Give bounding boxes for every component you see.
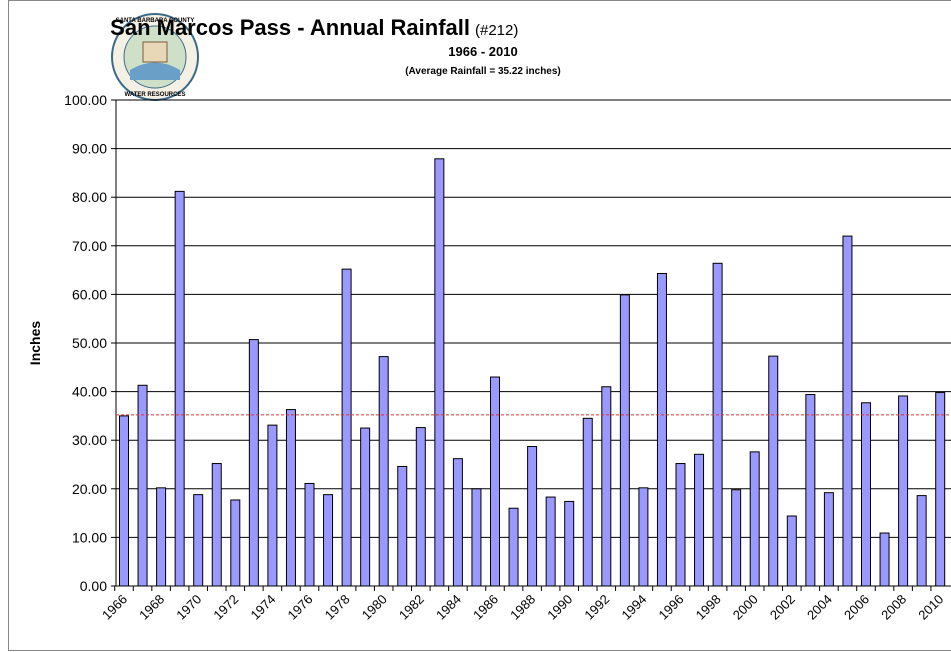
bar — [879, 532, 890, 587]
bar — [619, 294, 630, 587]
y-axis-label: Inches — [27, 321, 43, 366]
bar — [156, 487, 167, 587]
y-tick-label: 10.00 — [72, 529, 107, 545]
bar — [786, 515, 797, 587]
bar — [378, 356, 389, 587]
y-tick-label: 100.00 — [64, 92, 107, 108]
bar — [248, 339, 259, 587]
bar — [323, 494, 334, 587]
bar — [823, 492, 834, 587]
bar — [341, 268, 352, 587]
y-tick-label: 20.00 — [72, 481, 107, 497]
bar — [452, 458, 463, 587]
bar — [898, 395, 909, 587]
bar — [712, 262, 723, 587]
bar — [230, 499, 241, 587]
note: (Average Rainfall = 35.22 inches) — [405, 66, 561, 77]
bar — [360, 427, 371, 587]
bar — [174, 190, 185, 587]
bar — [267, 424, 278, 587]
bar — [119, 415, 129, 587]
bar — [193, 494, 204, 587]
y-tick-label: 90.00 — [72, 141, 107, 157]
bar — [935, 392, 946, 587]
chart-title: San Marcos Pass - Annual Rainfall — [110, 15, 470, 40]
bar — [842, 235, 853, 587]
bar — [916, 495, 927, 587]
bar — [749, 451, 760, 587]
bar — [768, 355, 779, 587]
bar — [434, 158, 445, 587]
bar — [656, 273, 667, 587]
logo-text-top: SANTA BARBARA COUNTY — [116, 18, 195, 24]
y-tick-label: 60.00 — [72, 286, 107, 302]
bar — [304, 482, 315, 587]
bar — [638, 487, 649, 587]
bar — [211, 463, 222, 587]
logo: SANTA BARBARA COUNTY WATER RESOURCES — [111, 13, 199, 101]
y-tick-label: 30.00 — [72, 432, 107, 448]
y-tick-label: 80.00 — [72, 189, 107, 205]
bar — [582, 417, 593, 587]
bar — [397, 465, 408, 587]
y-tick-label: 70.00 — [72, 238, 107, 254]
bar — [731, 489, 742, 587]
bar — [694, 453, 705, 587]
y-tick-label: 0.00 — [80, 578, 107, 594]
logo-text-bottom: WATER RESOURCES — [125, 92, 186, 98]
bar — [285, 409, 296, 587]
y-tick-label: 50.00 — [72, 335, 107, 351]
bar — [545, 496, 556, 587]
bar — [601, 386, 612, 587]
subtitle: 1966 - 2010 — [448, 44, 517, 59]
bar — [564, 500, 575, 587]
y-tick-label: 40.00 — [72, 384, 107, 400]
bar — [861, 402, 871, 587]
bar — [675, 463, 686, 587]
bar — [527, 446, 538, 587]
bar — [805, 394, 816, 587]
bar — [471, 488, 482, 587]
bar — [490, 376, 500, 587]
bar — [137, 384, 148, 587]
bar — [415, 427, 426, 587]
bar — [508, 507, 519, 587]
logo-water — [130, 62, 180, 80]
logo-building — [142, 41, 168, 63]
station-id: (#212) — [475, 22, 518, 39]
